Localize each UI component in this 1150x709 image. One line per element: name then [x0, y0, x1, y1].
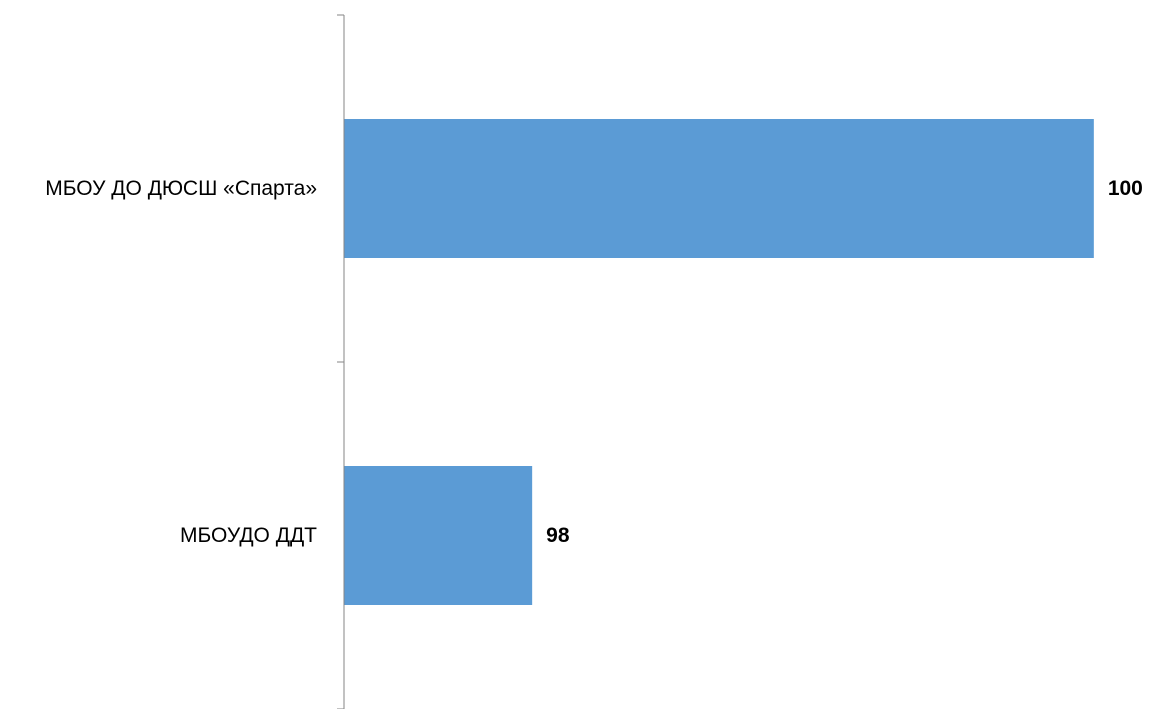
- data-label: 98: [546, 524, 570, 547]
- bar: [344, 466, 533, 605]
- data-label: 100: [1108, 177, 1143, 200]
- category-label: МБОУ ДО ДЮСШ «Спарта»: [45, 177, 317, 200]
- category-label: МБОУДО ДДТ: [180, 524, 317, 547]
- data-labels: 100 98: [546, 177, 1143, 547]
- bars-group: [344, 119, 1094, 605]
- category-axis: [337, 14, 345, 709]
- bar: [344, 119, 1094, 258]
- category-labels: МБОУ ДО ДЮСШ «Спарта» МБОУДО ДДТ: [45, 177, 317, 547]
